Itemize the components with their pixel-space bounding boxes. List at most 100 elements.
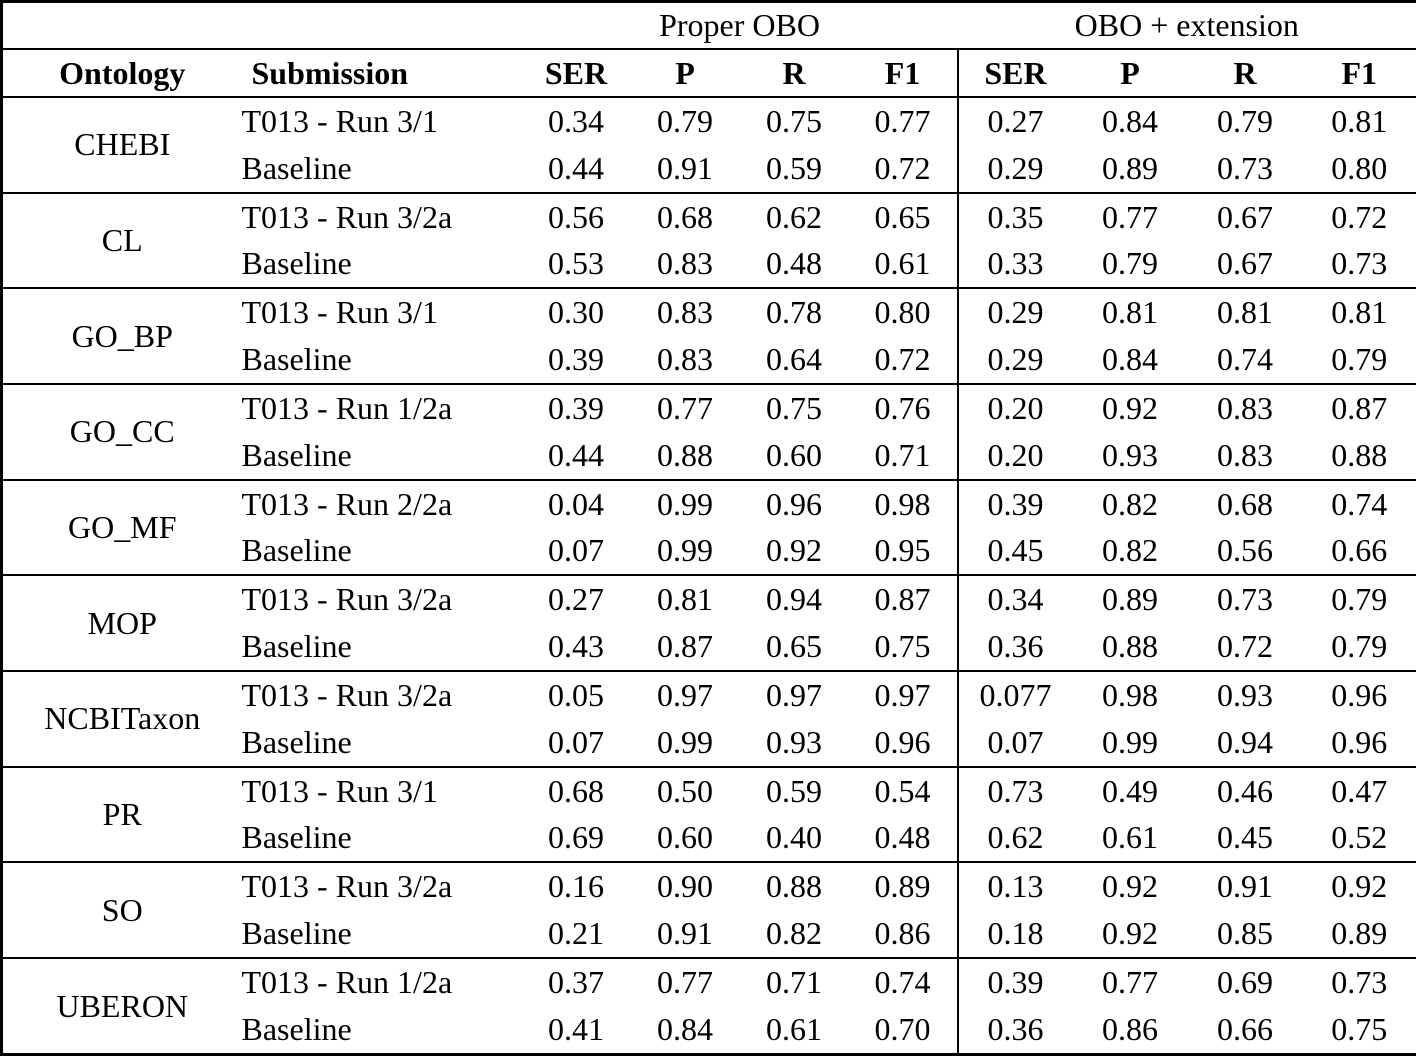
metric-cell: 0.62 [956,814,1073,863]
metric-cell: 0.87 [874,581,931,618]
metric-cell: 0.81 [1331,102,1388,139]
metric-cell: 0.92 [1331,868,1388,905]
metric-cell: 0.93 [1102,436,1158,473]
metric-cell: 0.53 [548,245,604,282]
ontology-group-pr: PR T013 - Run 3/1 0.68 0.50 0.59 0.54 0.73 0.49… [1,766,1416,863]
metric-cell: 0.56 [1217,532,1273,569]
metric-cell: 0.73 [1331,964,1388,1000]
metric-cell: 0.45 [1217,819,1273,856]
metric-cell: 0.65 [874,198,931,235]
group-header-row: Proper OBO OBO + extension [1,1,1416,50]
table-row: Baseline 0.44 0.91 0.59 0.72 0.29 0.89 0.73 0.80 [2,144,1416,193]
metric-cell: 0.13 [956,862,1073,911]
metric-cell: 0.88 [1331,436,1388,473]
metric-cell: 0.91 [1217,868,1273,905]
metric-cell: 0.84 [1102,341,1158,378]
ontology-cell: SO [101,891,143,928]
metric-cell: 0.61 [874,245,931,282]
group-header-obo-extension: OBO + extension [957,1,1416,50]
metric-cell: 0.97 [766,676,822,713]
metric-cell: 0.73 [1331,245,1388,282]
metric-cell: 0.84 [1102,102,1158,139]
metric-cell: 0.72 [1331,198,1388,235]
metric-cell: 0.95 [874,532,931,569]
metric-cell: 0.79 [1102,245,1158,282]
metric-cell: 0.69 [548,819,604,856]
submission-cell: T013 - Run 3/1 [241,102,438,139]
ontology-cell: NCBITaxon [44,700,201,737]
metric-cell: 0.74 [874,964,931,1000]
metric-cell: 0.39 [548,389,604,426]
metric-cell: 0.50 [657,772,713,809]
table-row: Baseline 0.07 0.99 0.93 0.96 0.07 0.99 0.94 0.96 [2,718,1416,767]
metric-cell: 0.86 [1102,1010,1158,1047]
submission-cell: Baseline [241,915,352,952]
table-header: Proper OBO OBO + extension Ontology Subm… [1,1,1416,98]
submission-cell: T013 - Run 3/1 [241,294,438,331]
ontology-group-mop: MOP T013 - Run 3/2a 0.27 0.81 0.94 0.87 0.34 0.… [1,575,1416,672]
metric-cell: 0.39 [956,958,1073,1006]
table-row: Baseline 0.21 0.91 0.82 0.86 0.18 0.92 0.85 0.89 [2,910,1416,959]
table-row: Baseline 0.41 0.84 0.61 0.70 0.36 0.86 0.66 0.75 [2,1005,1416,1055]
metric-cell: 0.75 [766,102,822,139]
metric-cell: 0.41 [548,1010,604,1047]
metric-cell: 0.36 [956,623,1073,672]
table-row: Baseline 0.07 0.99 0.92 0.95 0.45 0.82 0.56 0.66 [2,527,1416,576]
submission-cell: T013 - Run 1/2a [241,389,453,426]
submission-cell: T013 - Run 3/1 [241,772,438,809]
table-row: GO_CC T013 - Run 1/2a 0.39 0.77 0.75 0.76 0.20… [2,384,1416,449]
metric-cell: 0.72 [1217,628,1273,665]
metric-cell: 0.79 [1217,102,1273,139]
metric-cell: 0.83 [1217,436,1273,473]
metric-cell: 0.71 [766,964,822,1000]
metric-cell: 0.61 [1102,819,1158,856]
metric-cell: 0.07 [956,718,1073,767]
ontology-group-go_mf: GO_MF T013 - Run 2/2a 0.04 0.99 0.96 0.98 0.39… [1,479,1416,576]
table-row: Baseline 0.39 0.83 0.64 0.72 0.29 0.84 0.74 0.79 [2,336,1416,385]
metric-cell: 0.45 [956,527,1073,576]
metric-cell: 0.81 [1331,294,1388,331]
metric-cell: 0.94 [1217,723,1273,760]
metric-cell: 0.18 [956,910,1073,959]
metric-cell: 0.77 [1102,198,1158,235]
metric-cell: 0.94 [766,581,822,618]
metric-cell: 0.99 [657,723,713,760]
table-row: GO_BP T013 - Run 3/1 0.30 0.83 0.78 0.80 0.29 0… [2,288,1416,354]
metric-cell: 0.68 [1217,485,1273,522]
submission-cell: T013 - Run 3/2a [241,676,453,713]
metric-cell: 0.98 [1102,676,1158,713]
metric-cell: 0.97 [874,676,931,713]
metric-cell: 0.83 [657,245,713,282]
metric-cell: 0.20 [956,431,1073,480]
ontology-cell: GO_CC [69,413,175,450]
metric-cell: 0.46 [1217,772,1273,809]
group-header-proper-obo: Proper OBO [521,1,958,50]
column-header-p-proper: P [630,49,740,98]
metric-cell: 0.37 [548,964,604,1000]
submission-cell: T013 - Run 3/2a [241,198,453,235]
metric-cell: 0.73 [1217,581,1273,618]
metric-cell: 0.59 [766,149,822,186]
column-header-submission: Submission [241,49,522,98]
table-row: NCBITaxon T013 - Run 3/2a 0.05 0.97 0.97 0.97… [2,671,1416,736]
table-row: Baseline 0.44 0.88 0.60 0.71 0.20 0.93 0.83 0.88 [2,431,1416,480]
metric-cell: 0.83 [1217,389,1273,426]
metric-cell: 0.98 [874,485,931,522]
metric-cell: 0.74 [1217,341,1273,378]
metric-cell: 0.87 [657,628,713,665]
metric-cell: 0.82 [1102,485,1158,522]
metric-cell: 0.93 [766,723,822,760]
metric-cell: 0.59 [766,772,822,809]
table-row: CL T013 - Run 3/2a 0.56 0.68 0.62 0.65 0.35 0.7… [2,192,1416,258]
metric-cell: 0.07 [548,723,604,760]
metric-cell: 0.21 [548,915,604,952]
metric-cell: 0.96 [1331,723,1388,760]
metric-cell: 0.72 [874,341,931,378]
table-row: GO_MF T013 - Run 2/2a 0.04 0.99 0.96 0.98 0.39… [2,479,1416,545]
metric-cell: 0.92 [1102,389,1158,426]
metric-cell: 0.67 [1217,198,1273,235]
submission-cell: Baseline [241,723,352,760]
ontology-group-uberon: UBERON T013 - Run 1/2a 0.37 0.77 0.71 0.74 0.3… [1,958,1416,1055]
metric-cell: 0.81 [1217,294,1273,331]
metric-cell: 0.71 [874,436,931,473]
